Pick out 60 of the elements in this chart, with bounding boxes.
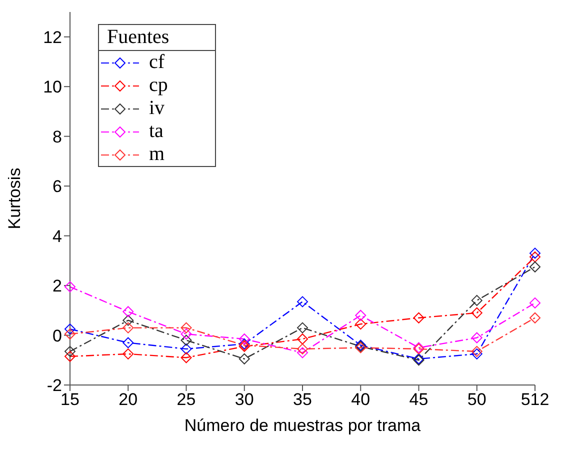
point (471, 332, 482, 344)
point (64, 324, 76, 335)
x-tick-label: 50 (467, 390, 486, 410)
point (297, 343, 308, 354)
x-tick-label: 30 (234, 390, 254, 410)
y-tick-label: 10 (43, 78, 62, 97)
y-tick-label: 8 (52, 127, 62, 146)
x-tick-label: 40 (351, 390, 370, 410)
point (122, 348, 134, 360)
point (355, 310, 366, 321)
point (238, 353, 250, 364)
legend-label: cp (149, 74, 168, 97)
point (297, 296, 308, 308)
point (122, 337, 134, 348)
x-tick-label: 25 (176, 390, 196, 410)
y-tick-label: 2 (52, 276, 62, 296)
x-tick-label: 15 (60, 390, 80, 410)
point (530, 312, 540, 324)
point (297, 322, 308, 334)
y-axis-title: Kurtosis (5, 168, 24, 230)
point (64, 350, 76, 362)
point (297, 347, 308, 358)
y-tick-label: 12 (43, 28, 62, 47)
point (471, 348, 482, 360)
x-axis-title: Número de muestras por trama (184, 416, 422, 436)
point (122, 306, 134, 318)
point (64, 281, 76, 292)
y-tick-label: -2 (46, 376, 62, 396)
point (530, 297, 540, 308)
point (122, 322, 134, 334)
point (64, 328, 76, 340)
point (530, 261, 540, 272)
x-tick-label: 45 (409, 390, 428, 410)
point (530, 251, 540, 262)
y-tick-label: 0 (52, 326, 62, 346)
point (355, 318, 366, 330)
legend-title: Fuentes (99, 25, 215, 51)
point (530, 248, 540, 259)
point (180, 322, 192, 334)
point (180, 328, 192, 340)
point (122, 314, 134, 326)
x-tick-label: 35 (293, 390, 312, 410)
point (180, 343, 192, 354)
point (297, 333, 308, 344)
point (471, 346, 482, 357)
point (180, 352, 192, 364)
legend-label: ta (149, 120, 164, 143)
point (238, 333, 250, 344)
point (471, 307, 482, 318)
legend-label: iv (149, 97, 165, 120)
legend-label: cf (149, 51, 165, 74)
y-tick-label: 6 (52, 177, 62, 196)
point (64, 346, 76, 357)
x-tick-label: 20 (118, 390, 138, 410)
point (471, 294, 482, 306)
y-tick-label: 4 (52, 226, 62, 246)
point (180, 334, 192, 346)
point (413, 312, 424, 324)
x-tick-label: 512 (520, 390, 550, 410)
legend-label: m (149, 143, 165, 166)
